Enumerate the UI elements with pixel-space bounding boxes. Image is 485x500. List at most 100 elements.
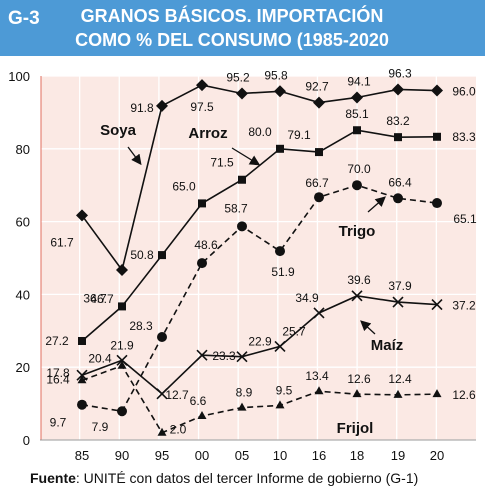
marker-diamond — [76, 209, 88, 222]
marker-diamond — [236, 87, 248, 100]
marker-circle — [352, 180, 362, 191]
marker-diamond — [156, 99, 168, 112]
data-label: 80.0 — [248, 125, 272, 139]
pointer-arrow-trigo — [367, 196, 386, 213]
data-label: 6.6 — [190, 394, 207, 408]
data-label: 22.9 — [248, 335, 272, 349]
y-tick-label: 100 — [8, 69, 30, 84]
marker-circle — [237, 221, 247, 232]
marker-diamond — [392, 83, 404, 96]
marker-x — [274, 340, 286, 353]
marker-x — [236, 351, 248, 363]
data-label: 37.2 — [452, 299, 476, 313]
chart-title-line-1: GRANOS BÁSICOS. IMPORTACIÓN — [80, 6, 384, 26]
x-tick-label: 16 — [312, 448, 326, 463]
pointer-arrow-soya — [127, 146, 142, 166]
x-tick-label: 05 — [235, 448, 249, 463]
data-label: 83.3 — [452, 130, 476, 144]
data-label: 85.1 — [345, 107, 369, 121]
marker-diamond — [196, 79, 208, 92]
data-label: 95.2 — [226, 70, 250, 84]
marker-circle — [314, 192, 324, 203]
pointer-arrow-arroz — [231, 147, 261, 166]
data-label: 37.9 — [388, 279, 412, 293]
series-line-maiz — [81, 295, 438, 395]
y-tick-label: 40 — [16, 287, 30, 302]
data-label: 28.3 — [129, 319, 153, 333]
series-name-frijol: Frijol — [337, 420, 374, 437]
source-text: : UNITÉ con datos del tercer Informe de … — [75, 470, 419, 486]
x-tick-label: 00 — [195, 448, 209, 463]
source-label: Fuente — [30, 470, 76, 486]
x-tick-label: 90 — [115, 448, 129, 463]
marker-diamond — [431, 84, 443, 97]
marker-square — [353, 126, 361, 135]
pointer-arrow-maiz — [360, 320, 376, 335]
marker-triangle — [432, 389, 442, 398]
data-label: 97.5 — [190, 100, 214, 114]
data-label: 9.5 — [276, 383, 293, 397]
marker-triangle — [77, 375, 87, 384]
data-label: 91.8 — [130, 101, 154, 115]
series-name-maiz: Maíz — [371, 337, 404, 354]
x-tick-label: 95 — [155, 448, 169, 463]
series-name-trigo: Trigo — [339, 223, 376, 240]
marker-square — [394, 133, 402, 142]
marker-x — [351, 290, 363, 302]
data-label: 92.7 — [305, 80, 329, 94]
data-label: 66.7 — [305, 176, 329, 190]
marker-square — [315, 148, 323, 157]
marker-triangle — [352, 389, 362, 398]
y-tick-label: 0 — [23, 433, 30, 448]
marker-square — [238, 175, 246, 184]
marker-circle — [393, 193, 403, 204]
marker-circle — [432, 198, 442, 209]
data-label: 21.9 — [110, 338, 134, 352]
data-label: 12.6 — [452, 388, 476, 402]
series-name-arroz: Arroz — [188, 125, 227, 142]
marker-square — [276, 144, 284, 153]
data-label: 58.7 — [224, 201, 248, 215]
data-label: 23.3 — [212, 349, 236, 363]
data-label: 65.0 — [172, 179, 196, 193]
marker-triangle — [117, 360, 127, 369]
data-label: 13.4 — [305, 369, 329, 383]
series-name-soya: Soya — [100, 122, 137, 139]
data-label: 51.9 — [271, 265, 295, 279]
data-label: 7.9 — [92, 420, 109, 434]
data-label: 8.9 — [236, 386, 253, 400]
marker-circle — [157, 331, 167, 342]
x-tick-label: 10 — [273, 448, 287, 463]
data-label: 61.7 — [50, 235, 74, 249]
data-label: 12.4 — [388, 372, 412, 386]
marker-triangle — [314, 386, 324, 395]
chart-title-line-2: COMO % DEL CONSUMO (1985-2020 — [75, 30, 389, 50]
series-line-arroz — [81, 129, 438, 342]
data-label: 25.7 — [282, 324, 306, 338]
marker-triangle — [157, 427, 167, 436]
data-label: 17.8 — [46, 366, 70, 380]
data-label: 66.4 — [388, 175, 412, 189]
data-label: 9.7 — [50, 416, 67, 430]
marker-triangle — [393, 389, 403, 398]
y-tick-label: 80 — [16, 142, 30, 157]
data-label: 71.5 — [210, 156, 234, 170]
marker-triangle — [275, 400, 285, 409]
data-label: 65.1 — [453, 212, 477, 226]
data-label: 48.6 — [194, 238, 218, 252]
marker-square — [158, 251, 166, 260]
marker-diamond — [351, 91, 363, 104]
data-label: 20.4 — [88, 352, 112, 366]
data-label: 94.1 — [347, 74, 371, 88]
y-tick-label: 60 — [16, 215, 30, 230]
marker-triangle — [197, 410, 207, 419]
marker-circle — [197, 258, 207, 269]
marker-circle — [77, 399, 87, 410]
line-chart: 0 20 40 60 80 100 85 90 95 00 05 10 16 18 19 20 61.7 46.7… — [8, 66, 477, 463]
data-label: 96.0 — [452, 85, 476, 99]
source-note: Fuente: UNITÉ con datos del tercer Infor… — [30, 470, 418, 486]
x-tick-label: 20 — [430, 448, 444, 463]
marker-square — [198, 199, 206, 208]
marker-diamond — [116, 264, 128, 277]
figure-id: G-3 — [8, 8, 40, 29]
